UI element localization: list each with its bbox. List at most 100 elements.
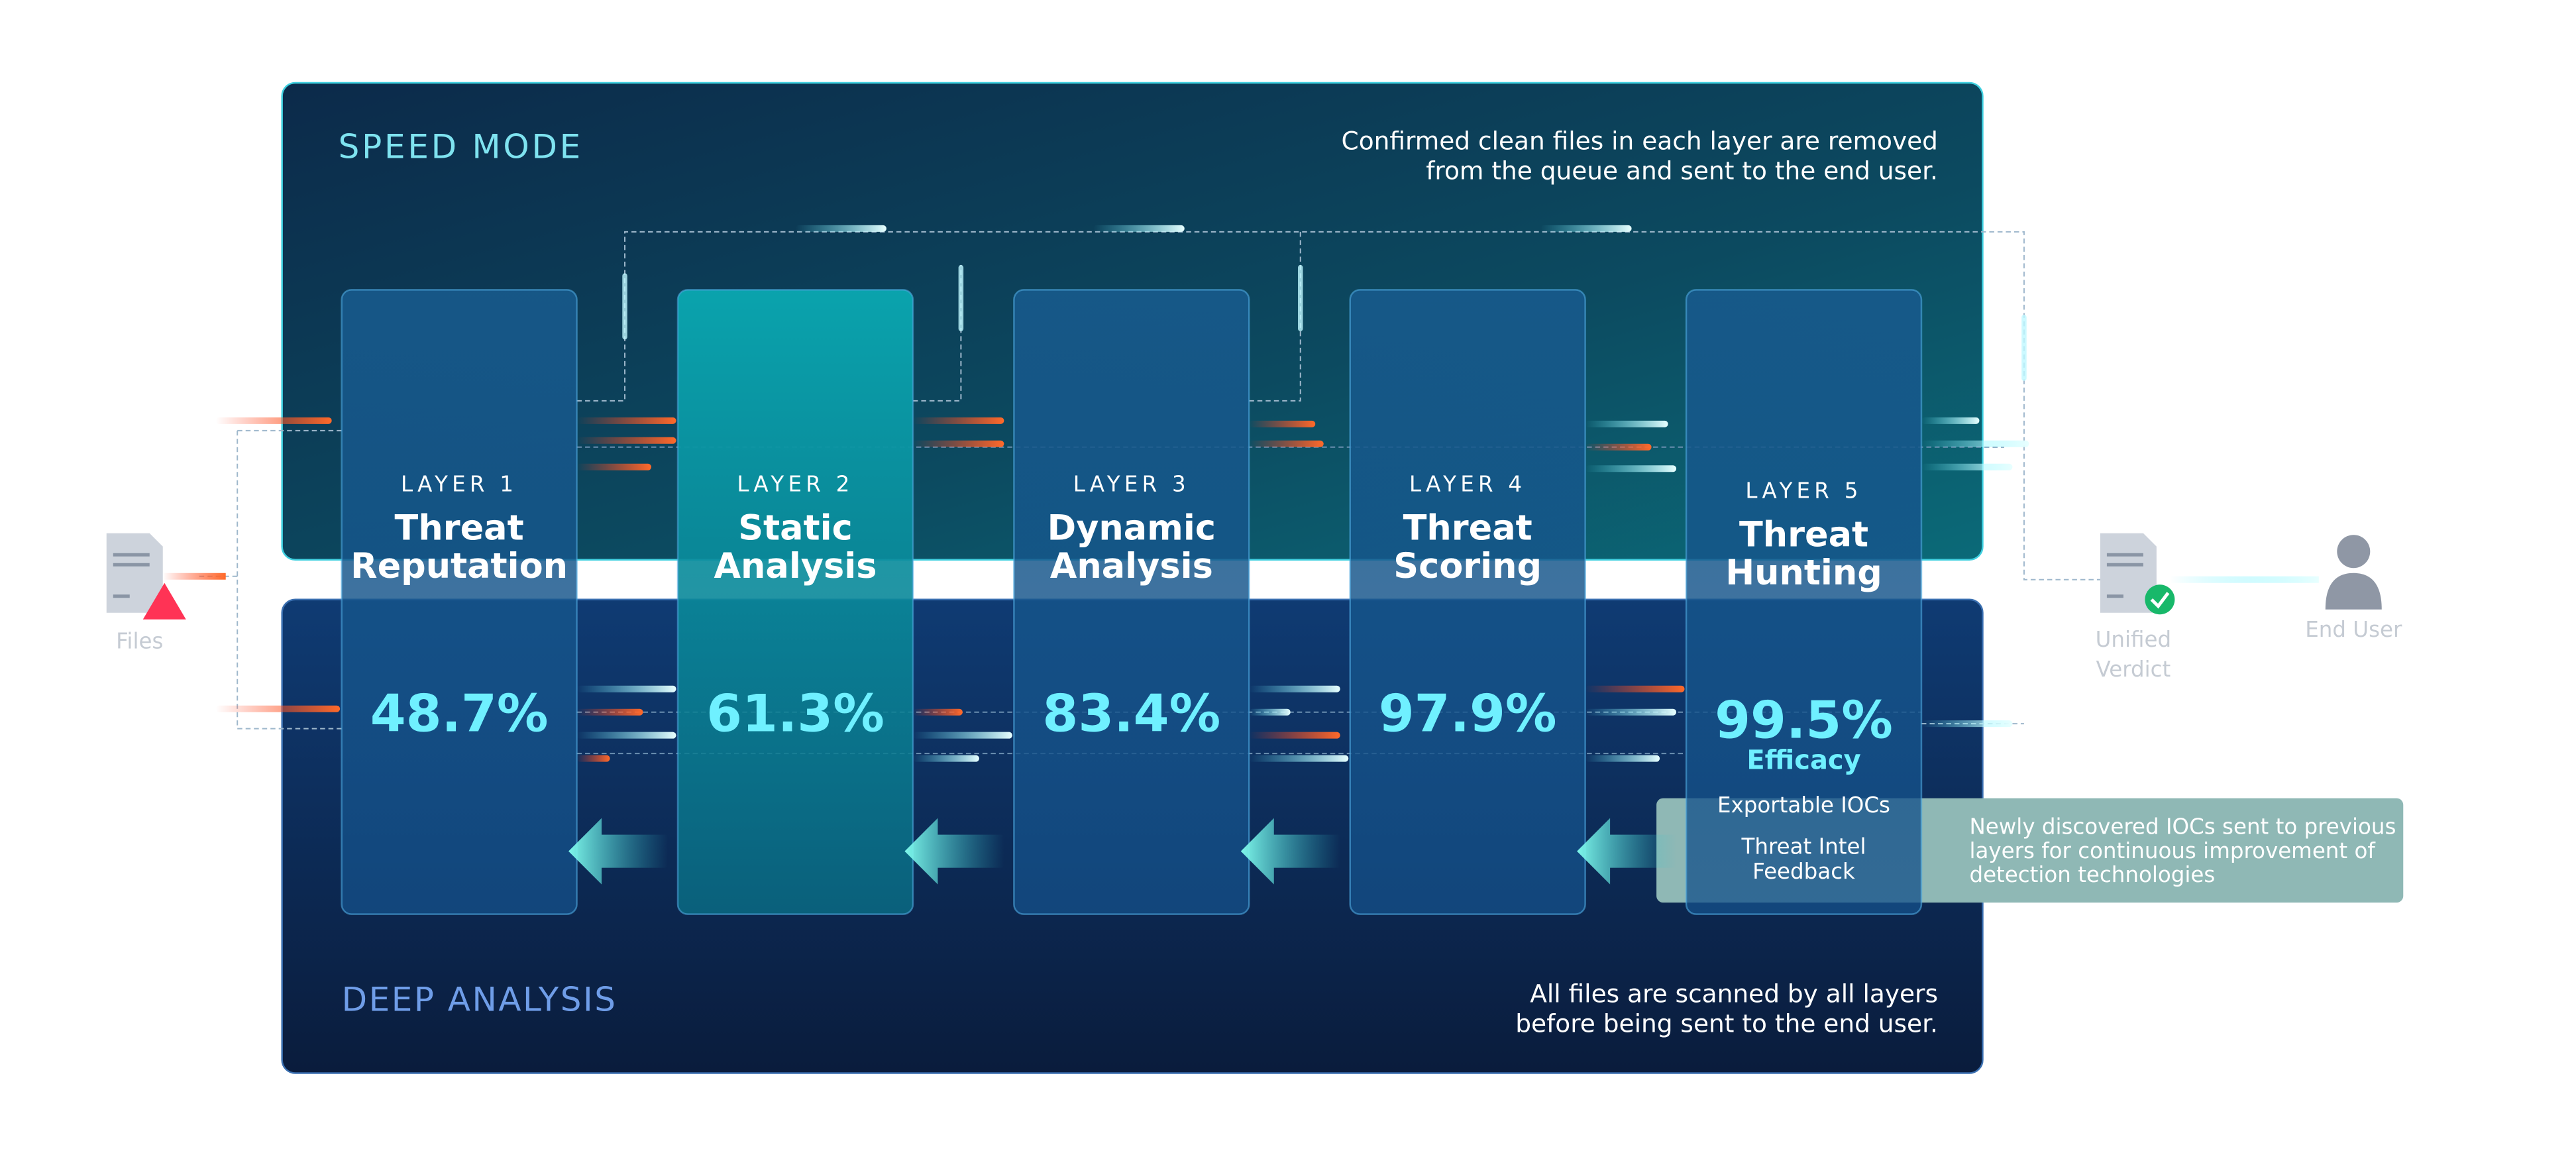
user-head bbox=[2337, 535, 2371, 569]
check-badge bbox=[2145, 584, 2175, 615]
streak bbox=[1297, 264, 1303, 331]
streak bbox=[215, 705, 341, 712]
warning-icon bbox=[142, 582, 186, 620]
streak bbox=[912, 417, 1004, 424]
files-icon bbox=[106, 533, 226, 620]
file-lines bbox=[2106, 553, 2143, 598]
layer-output: Exportable IOCs bbox=[1717, 793, 1890, 818]
streak bbox=[795, 225, 886, 232]
streak bbox=[1249, 440, 1324, 447]
streak bbox=[958, 264, 964, 331]
streak bbox=[576, 708, 643, 716]
streak bbox=[912, 440, 1004, 447]
layer-label: LAYER 5 bbox=[1745, 478, 1862, 503]
deep-note: before being sent to the end user. bbox=[1515, 1009, 1938, 1038]
streak bbox=[912, 708, 963, 716]
streak bbox=[1249, 420, 1316, 427]
streak bbox=[215, 417, 332, 424]
layer-name: Analysis bbox=[1050, 546, 1213, 586]
layer-name: Threat bbox=[1739, 514, 1868, 555]
layer-label: LAYER 2 bbox=[737, 471, 853, 496]
input-label: Files bbox=[116, 629, 163, 654]
layer-label: LAYER 3 bbox=[1073, 471, 1190, 496]
feedback-arrow bbox=[904, 818, 1004, 885]
streak bbox=[576, 685, 676, 692]
layer-rate: 61.3% bbox=[706, 685, 885, 744]
layers bbox=[341, 289, 1923, 915]
verdict-streak bbox=[2169, 576, 2319, 583]
streak bbox=[912, 732, 1012, 739]
rate-caption: Efficacy bbox=[1746, 745, 1860, 776]
layer-name: Static bbox=[738, 508, 852, 548]
layer-name: Reputation bbox=[350, 546, 568, 586]
end-user-label: End User bbox=[2305, 617, 2402, 642]
deep-note: All files are scanned by all layers bbox=[1530, 979, 1938, 1009]
streak bbox=[1921, 463, 2013, 470]
layer-card bbox=[1685, 289, 1923, 915]
streak bbox=[1585, 708, 1677, 716]
layer-rate: 97.9% bbox=[1379, 685, 1557, 744]
layer-name: Threat bbox=[395, 508, 524, 548]
layer-card bbox=[1013, 289, 1250, 915]
speed-branch bbox=[912, 231, 1301, 402]
file-lines bbox=[113, 553, 150, 598]
streak bbox=[1585, 465, 1677, 472]
layer-name: Threat bbox=[1403, 508, 1532, 548]
deep-title: DEEP ANALYSIS bbox=[342, 981, 617, 1019]
feedback-arrow bbox=[1577, 818, 1677, 885]
layer-card bbox=[1349, 289, 1586, 915]
end-user-icon bbox=[2325, 535, 2382, 610]
streak bbox=[1921, 440, 2029, 447]
streak bbox=[1921, 417, 1980, 424]
layer-rate: 99.5% bbox=[1715, 691, 1893, 751]
file-streak bbox=[162, 573, 226, 580]
layer-label: LAYER 4 bbox=[1409, 471, 1526, 496]
speed-note: from the queue and sent to the end user. bbox=[1426, 156, 1938, 185]
streak bbox=[576, 732, 676, 739]
streak bbox=[1921, 720, 2013, 728]
streak bbox=[912, 755, 979, 762]
streak bbox=[1540, 225, 1632, 232]
layer-card bbox=[676, 289, 914, 915]
feedback-note: detection technologies bbox=[1969, 862, 2215, 887]
streak bbox=[1585, 443, 1652, 451]
check-mark bbox=[2150, 592, 2170, 609]
streak bbox=[1585, 755, 1660, 762]
streak bbox=[576, 417, 676, 424]
streak bbox=[622, 273, 627, 340]
layer-output: Feedback bbox=[1752, 859, 1855, 884]
layer-rate: 48.7% bbox=[370, 685, 549, 744]
speed-note: Confirmed clean files in each layer are … bbox=[1342, 126, 1938, 155]
layer-rate: 83.4% bbox=[1042, 685, 1220, 744]
verdict-label: Unified bbox=[2096, 627, 2171, 652]
streak bbox=[1249, 732, 1340, 739]
layer-output: Threat Intel bbox=[1741, 834, 1866, 859]
streak bbox=[576, 755, 610, 762]
layer-name: Dynamic bbox=[1047, 508, 1216, 548]
layer-card bbox=[341, 289, 578, 915]
layer-name: Analysis bbox=[714, 546, 877, 586]
verdict-icon bbox=[2100, 533, 2319, 615]
feedback-arrow bbox=[1240, 818, 1340, 885]
streak bbox=[1249, 708, 1291, 716]
streak bbox=[576, 437, 676, 444]
user-body bbox=[2325, 573, 2382, 610]
streak bbox=[1585, 420, 1668, 427]
labels: SPEED MODE Confirmed clean files in each … bbox=[116, 126, 2402, 1038]
layer-name: Scoring bbox=[1393, 546, 1542, 586]
streaks bbox=[215, 225, 2029, 762]
streak bbox=[1249, 685, 1340, 692]
streak bbox=[1249, 755, 1349, 762]
streak bbox=[1093, 225, 1185, 232]
speed-title: SPEED MODE bbox=[339, 127, 583, 166]
streak bbox=[576, 463, 652, 470]
feedback-note: Newly discovered IOCs sent to previous bbox=[1969, 814, 2396, 840]
feedback-note: layers for continuous improvement of bbox=[1969, 838, 2376, 863]
streak bbox=[2021, 314, 2027, 381]
streak bbox=[1585, 685, 1685, 692]
verdict-label: Verdict bbox=[2096, 657, 2171, 682]
layer-name: Hunting bbox=[1725, 553, 1882, 593]
